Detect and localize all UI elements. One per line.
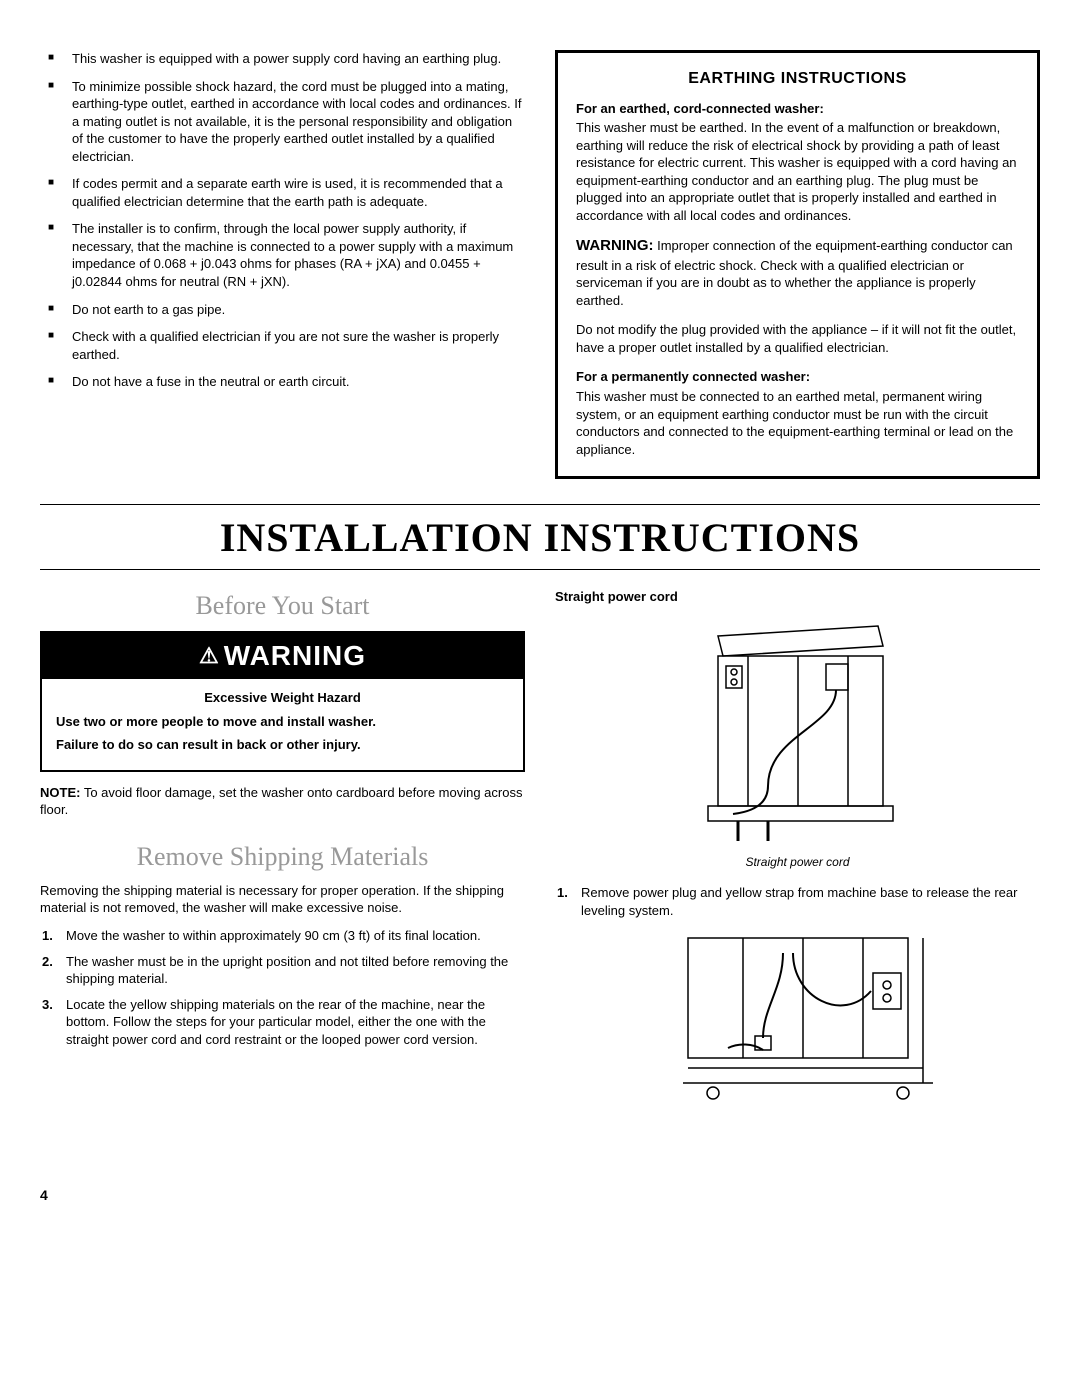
step-item: Locate the yellow shipping materials on … — [64, 996, 525, 1049]
washer-plug-removal-icon — [633, 928, 963, 1108]
remove-intro: Removing the shipping material is necess… — [40, 882, 525, 917]
figure-1-caption: Straight power cord — [555, 854, 1040, 870]
bullet-item: To minimize possible shock hazard, the c… — [60, 78, 525, 166]
washer-rear-diagram-icon — [648, 616, 948, 846]
figure-2 — [555, 928, 1040, 1113]
top-right-col: EARTHING INSTRUCTIONS For an earthed, co… — [555, 50, 1040, 479]
warning-body: Excessive Weight Hazard Use two or more … — [42, 679, 523, 770]
bottom-left-col: Before You Start ⚠WARNING Excessive Weig… — [40, 588, 525, 1126]
note-paragraph: NOTE: To avoid floor damage, set the was… — [40, 784, 525, 819]
bottom-right-col: Straight power cord — [555, 588, 1040, 1126]
bottom-section: Before You Start ⚠WARNING Excessive Weig… — [40, 588, 1040, 1126]
right-steps: Remove power plug and yellow strap from … — [555, 884, 1040, 919]
earthing-warning: WARNING: Improper connection of the equi… — [576, 236, 1019, 309]
warning-header-text: WARNING — [224, 640, 366, 671]
warning-triangle-icon: ⚠ — [199, 643, 220, 668]
bullet-item: This washer is equipped with a power sup… — [60, 50, 525, 68]
earthing-sub1: For an earthed, cord-connected washer: — [576, 100, 1019, 118]
earthing-p1: This washer must be earthed. In the even… — [576, 119, 1019, 224]
warning-label: WARNING: — [576, 237, 654, 254]
warning-header: ⚠WARNING — [42, 633, 523, 679]
top-left-col: This washer is equipped with a power sup… — [40, 50, 525, 479]
bullet-item: If codes permit and a separate earth wir… — [60, 175, 525, 210]
earthing-title: EARTHING INSTRUCTIONS — [576, 68, 1019, 90]
warning-box: ⚠WARNING Excessive Weight Hazard Use two… — [40, 631, 525, 771]
page-number: 4 — [40, 1186, 1040, 1205]
earthing-p3: This washer must be connected to an eart… — [576, 388, 1019, 458]
step-item: Move the washer to within approximately … — [64, 927, 525, 945]
bullet-item: The installer is to confirm, through the… — [60, 220, 525, 290]
before-heading: Before You Start — [40, 588, 525, 623]
divider — [40, 569, 1040, 570]
earthing-p2: Do not modify the plug provided with the… — [576, 321, 1019, 356]
warning-line1: Excessive Weight Hazard — [56, 689, 509, 707]
step-item: Remove power plug and yellow strap from … — [579, 884, 1040, 919]
divider — [40, 504, 1040, 505]
bullet-item: Check with a qualified electrician if yo… — [60, 328, 525, 363]
main-title: INSTALLATION INSTRUCTIONS — [40, 511, 1040, 565]
bullet-item: Do not have a fuse in the neutral or ear… — [60, 373, 525, 391]
straight-cord-label: Straight power cord — [555, 588, 1040, 606]
safety-bullets: This washer is equipped with a power sup… — [40, 50, 525, 391]
figure-1: Straight power cord — [555, 616, 1040, 871]
warning-line2: Use two or more people to move and insta… — [56, 713, 509, 731]
top-section: This washer is equipped with a power sup… — [40, 50, 1040, 479]
step-item: The washer must be in the upright positi… — [64, 953, 525, 988]
note-text: To avoid floor damage, set the washer on… — [40, 785, 522, 818]
earthing-box: EARTHING INSTRUCTIONS For an earthed, co… — [555, 50, 1040, 479]
note-label: NOTE: — [40, 785, 80, 800]
bullet-item: Do not earth to a gas pipe. — [60, 301, 525, 319]
earthing-sub2: For a permanently connected washer: — [576, 368, 1019, 386]
remove-steps: Move the washer to within approximately … — [40, 927, 525, 1048]
remove-heading: Remove Shipping Materials — [40, 839, 525, 874]
warning-line3: Failure to do so can result in back or o… — [56, 736, 509, 754]
